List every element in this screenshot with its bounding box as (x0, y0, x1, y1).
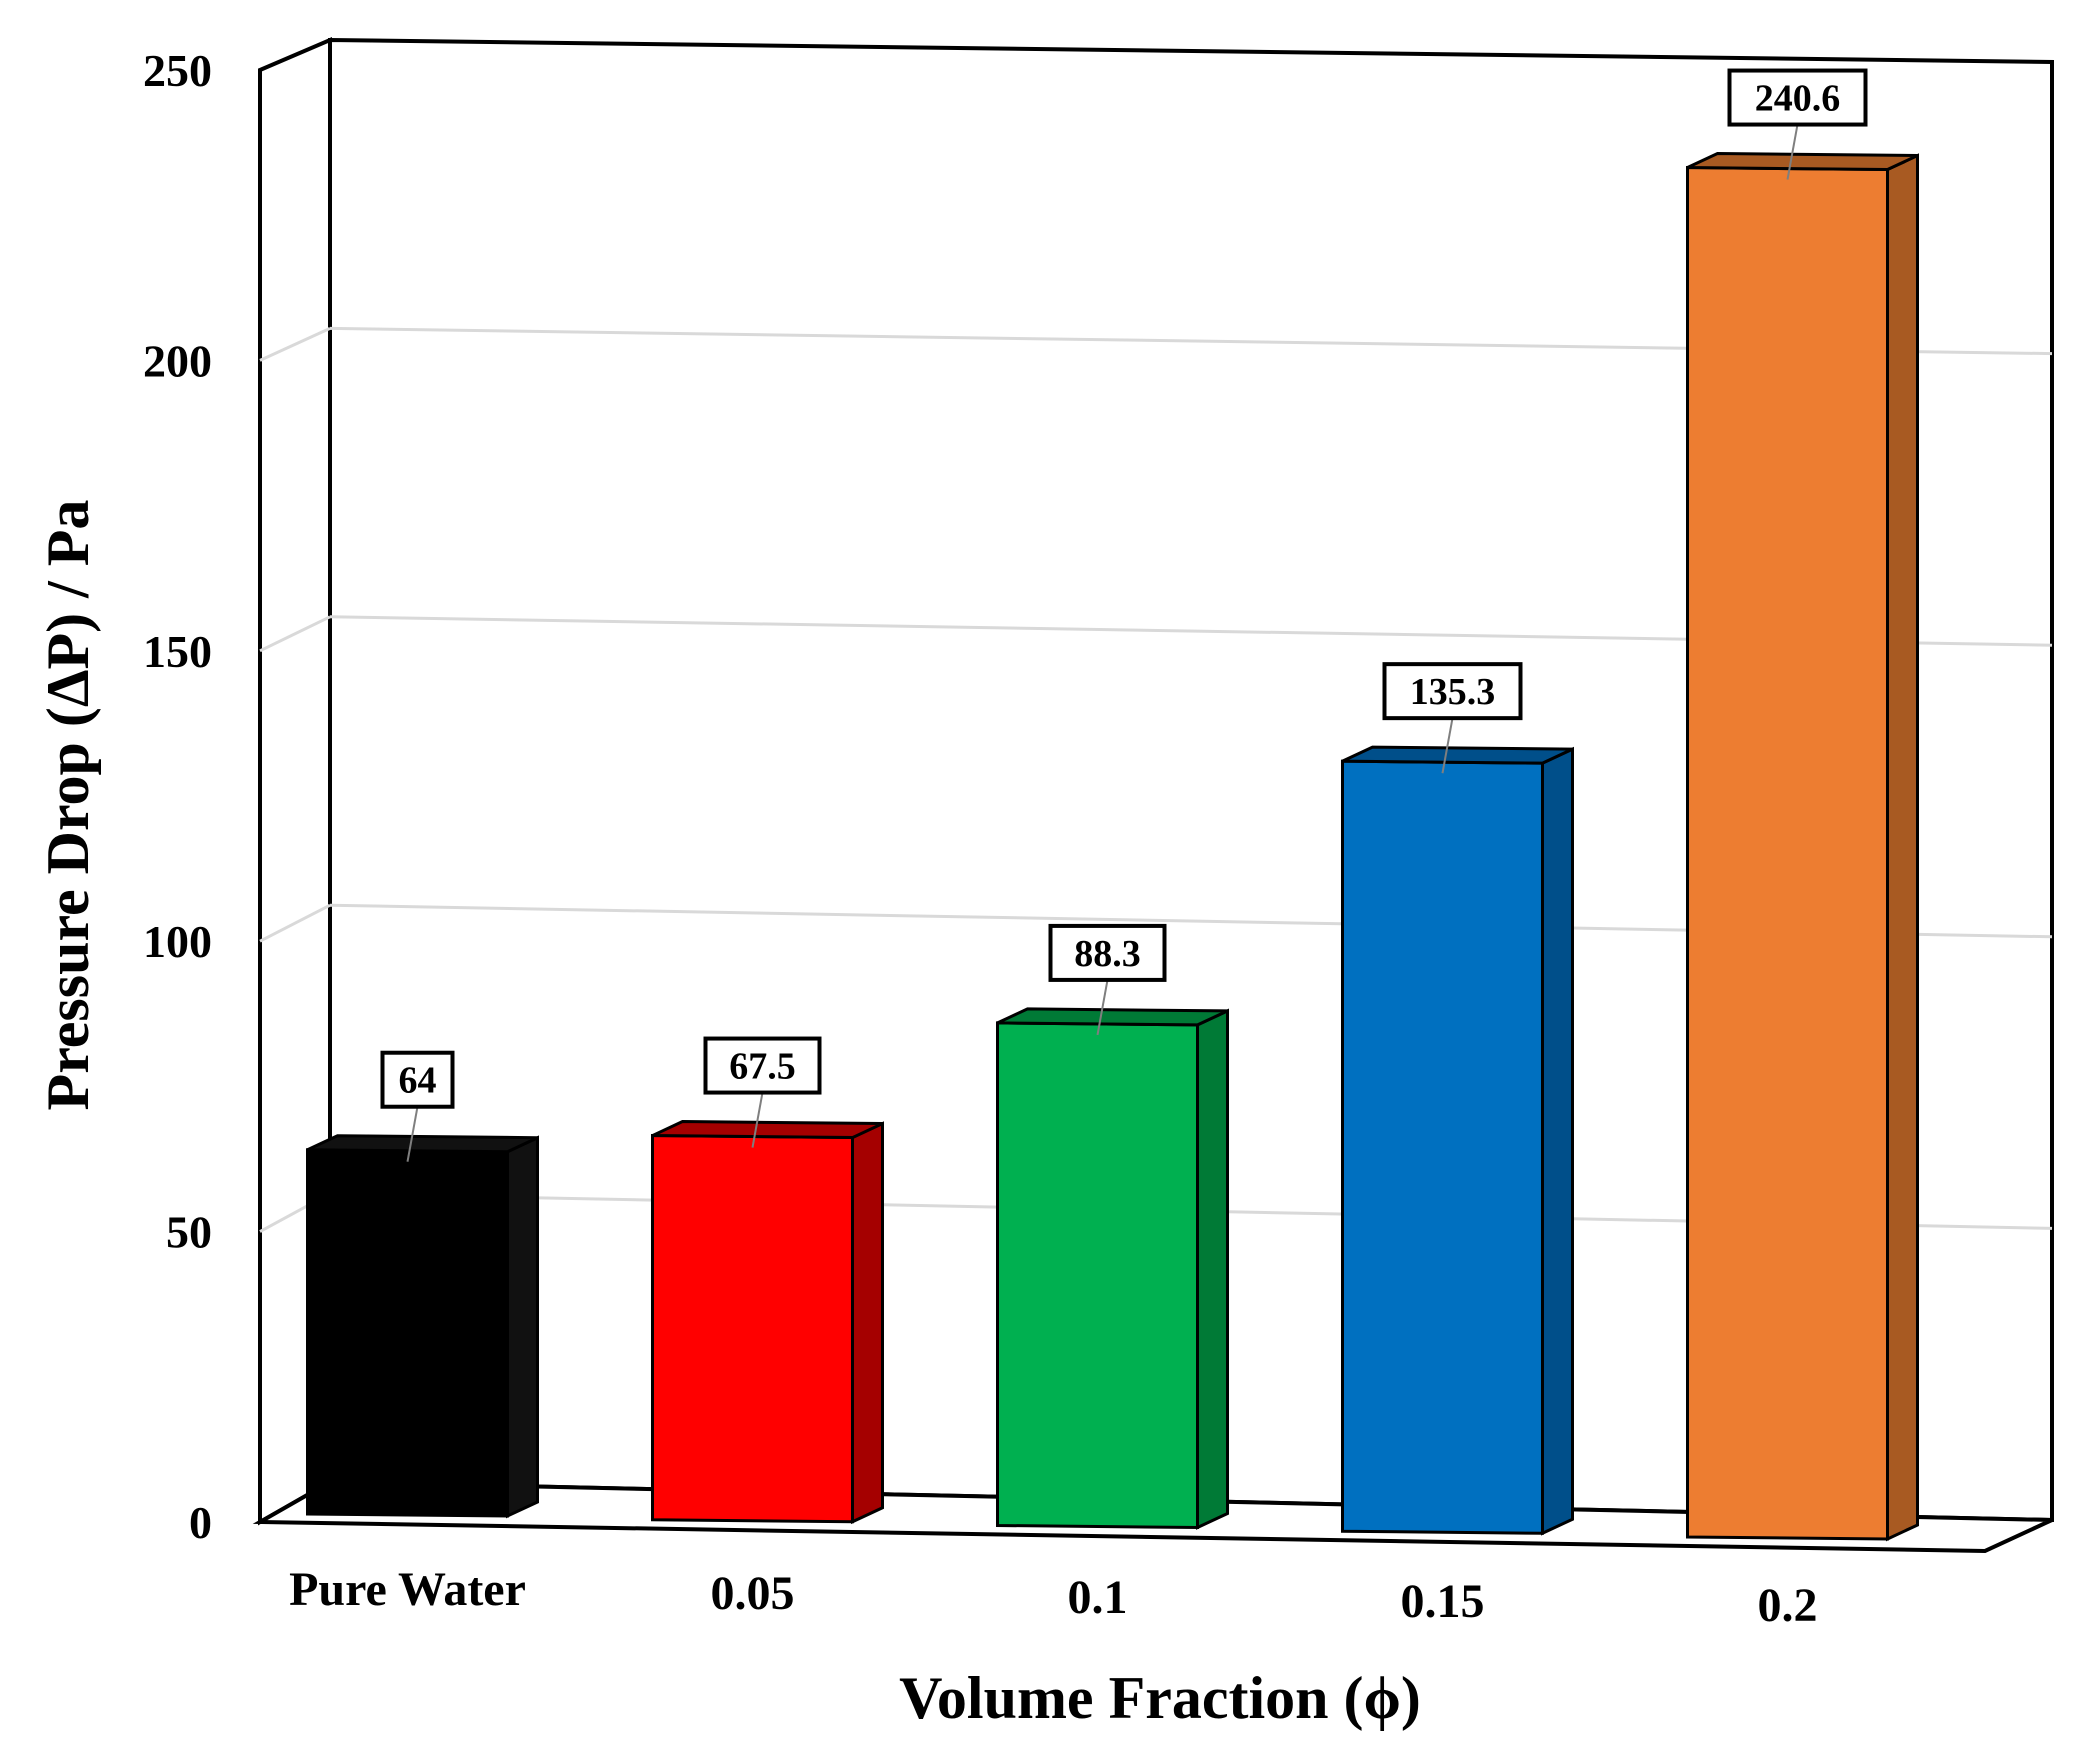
bar-side (1541, 746, 1574, 1536)
leader-line (1786, 124, 1799, 180)
bar-group (306, 1134, 539, 1519)
x-axis-ticks: Pure Water 0.05 0.1 0.15 0.2 (289, 1563, 1817, 1632)
bar-side (1886, 153, 1919, 1542)
bar (996, 1021, 1199, 1530)
x-tick-label: 0.15 (1401, 1575, 1485, 1628)
y-tick-label: 200 (143, 335, 212, 386)
x-axis-title: Volume Fraction (ϕ) (899, 1665, 1421, 1731)
y-tick-label: 50 (166, 1207, 212, 1258)
bar-top (1686, 152, 1919, 172)
data-label-box (703, 1036, 822, 1095)
leader-line (751, 1092, 764, 1148)
bar (306, 1148, 509, 1518)
bar (1686, 166, 1889, 1541)
bar (1341, 759, 1544, 1535)
y-axis-ticks: 0 50 100 150 200 250 (143, 45, 212, 1548)
bar-top (1341, 745, 1574, 765)
data-labels: 64 67.5 88.3 135.3 240.6 (380, 68, 1868, 1162)
leader-line (406, 1106, 419, 1162)
bar-top (306, 1134, 539, 1154)
data-label-box (380, 1050, 455, 1109)
bar-group (1341, 745, 1574, 1536)
data-label-box (1382, 662, 1523, 721)
bar-group (1686, 152, 1919, 1542)
bar-side (851, 1121, 884, 1525)
data-label: 240.6 (1755, 78, 1841, 120)
x-tick-label: Pure Water (289, 1563, 526, 1616)
bar-top (651, 1120, 884, 1140)
bar-side (1196, 1008, 1229, 1530)
gridline-side (259, 327, 331, 362)
data-label: 135.3 (1410, 671, 1496, 713)
bar-side (506, 1135, 539, 1519)
data-label-box (1048, 923, 1167, 982)
gridline-side (259, 615, 331, 653)
y-tick-label: 0 (189, 1497, 212, 1548)
gridline-side (259, 903, 331, 943)
x-tick-label: 0.2 (1758, 1579, 1818, 1632)
bar (651, 1134, 854, 1524)
y-tick-label: 100 (143, 916, 212, 967)
leader-line (1096, 979, 1109, 1036)
x-tick-label: 0.05 (711, 1567, 795, 1620)
data-label-box (1727, 68, 1868, 127)
bar-group (996, 1007, 1229, 1530)
bar-top (996, 1007, 1229, 1027)
data-label: 64 (399, 1060, 437, 1102)
y-tick-label: 150 (143, 626, 212, 677)
x-tick-label: 0.1 (1068, 1571, 1128, 1624)
data-label: 67.5 (729, 1046, 796, 1088)
leader-line (1441, 717, 1454, 774)
y-tick-label: 250 (143, 45, 212, 96)
bar-group (651, 1120, 884, 1525)
bars (306, 152, 1919, 1542)
data-label: 88.3 (1074, 933, 1141, 975)
y-axis-title: Pressure Drop (ΔP) / Pa (35, 500, 101, 1111)
